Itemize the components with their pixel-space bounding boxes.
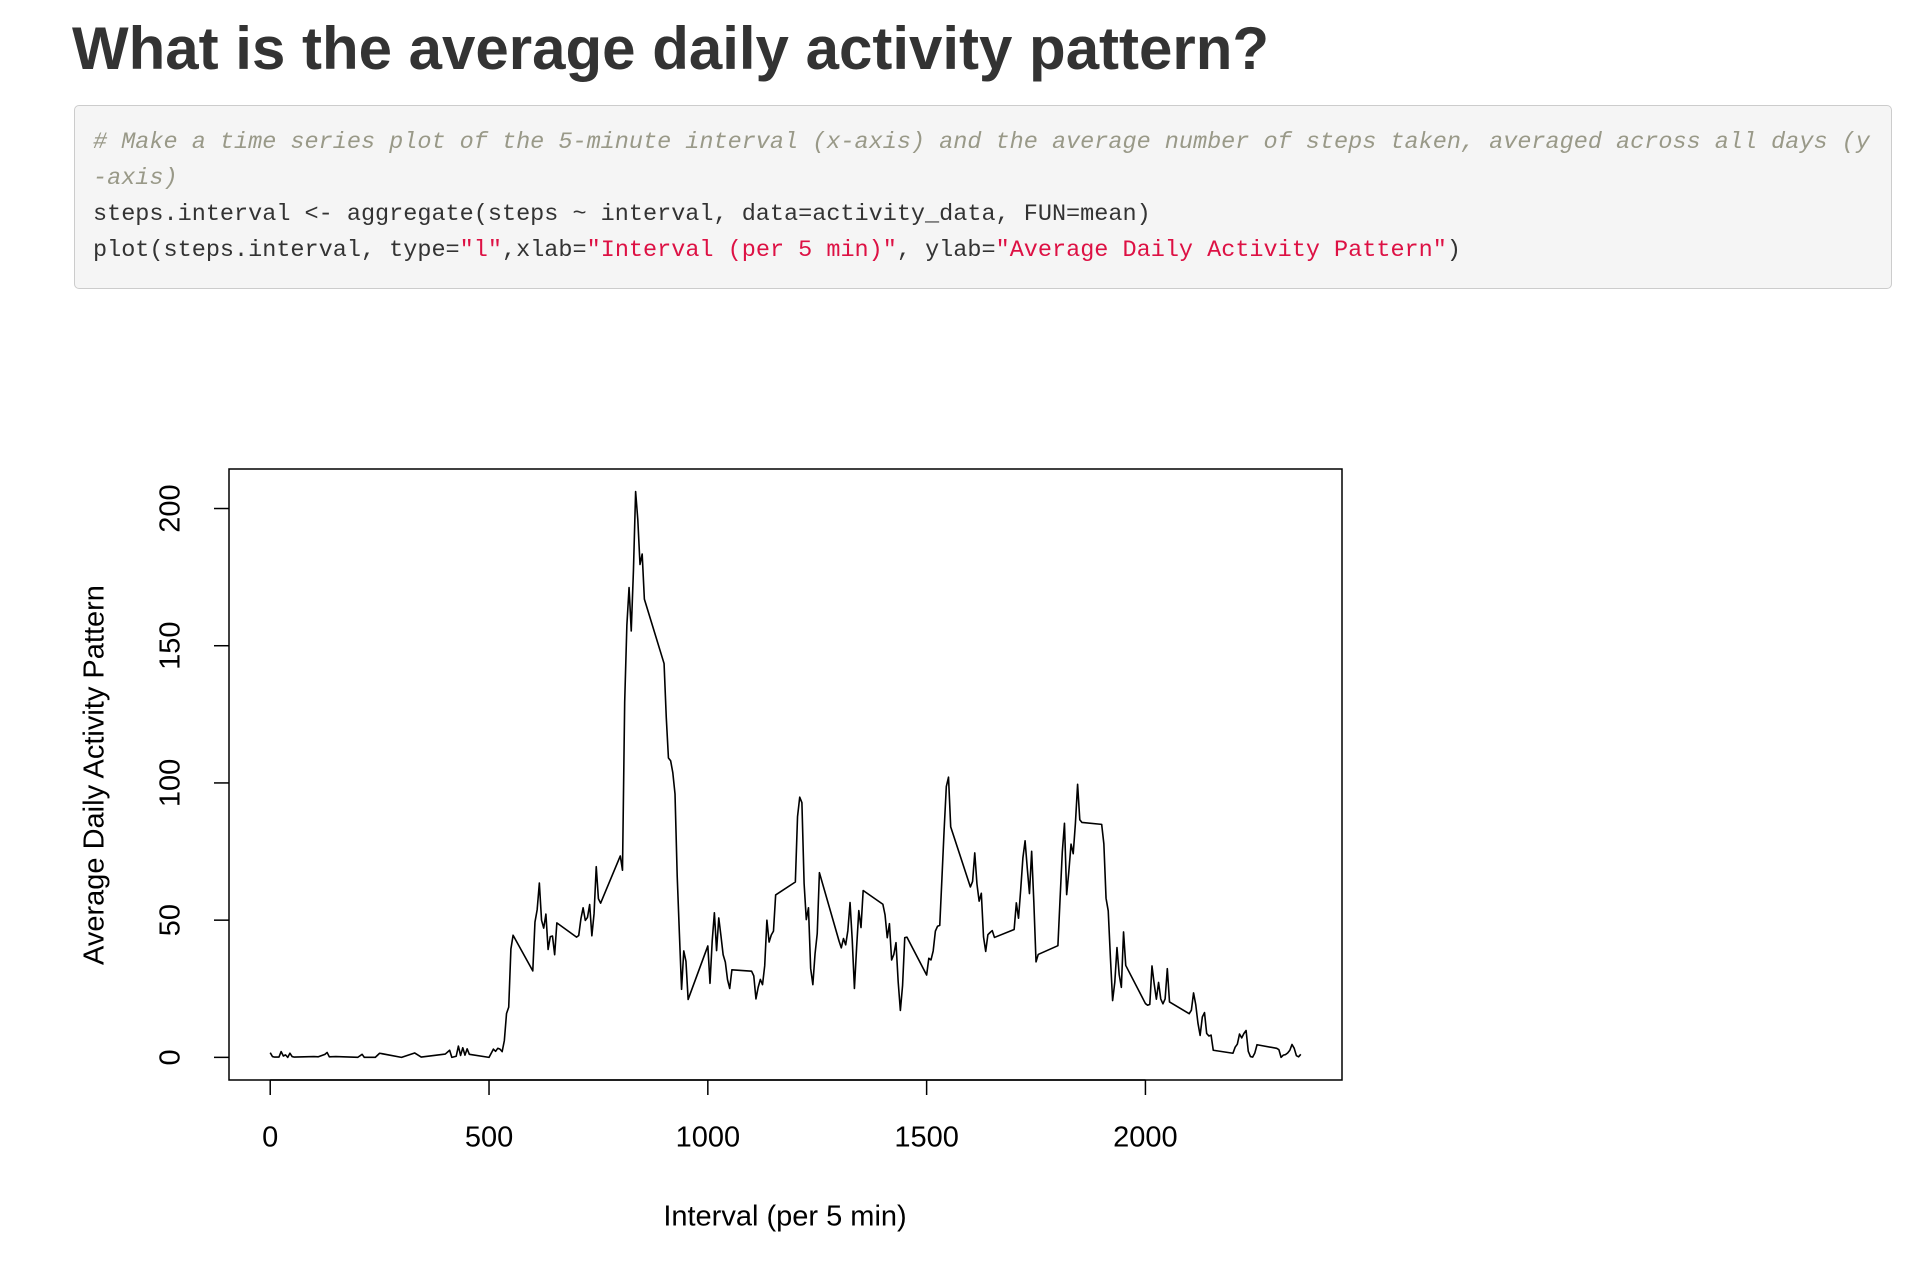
y-tick-label: 200 xyxy=(155,484,187,532)
code-text: ,xlab= xyxy=(501,237,587,264)
code-block: # Make a time series plot of the 5-minut… xyxy=(74,105,1892,289)
x-tick-label: 500 xyxy=(465,1122,513,1154)
code-text: plot(steps.interval, type= xyxy=(93,237,460,264)
y-tick-label: 50 xyxy=(155,904,187,936)
x-tick-label: 0 xyxy=(262,1122,278,1154)
x-tick-label: 1500 xyxy=(894,1122,959,1154)
code-comment: # Make a time series plot of the 5-minut… xyxy=(93,129,1870,192)
heading: What is the average daily activity patte… xyxy=(72,15,1270,82)
code-line: plot(steps.interval, type="l",xlab="Inte… xyxy=(93,233,1873,269)
x-tick-label: 2000 xyxy=(1113,1122,1178,1154)
y-tick-label: 150 xyxy=(155,622,187,670)
code-line: steps.interval <- aggregate(steps ~ inte… xyxy=(93,201,1151,228)
x-tick-label: 1000 xyxy=(676,1122,741,1154)
plot-box xyxy=(228,468,1343,1081)
code-string: "l" xyxy=(459,237,502,264)
y-tick-label: 100 xyxy=(155,759,187,807)
code-string: "Interval (per 5 min)" xyxy=(586,237,897,264)
code-text: ) xyxy=(1446,237,1461,264)
data-line xyxy=(269,490,1302,1059)
y-tick-label: 0 xyxy=(155,1049,187,1065)
x-axis-label: Interval (per 5 min) xyxy=(663,1201,906,1233)
code-text: , ylab= xyxy=(896,237,996,264)
y-axis-label: Average Daily Activity Pattern xyxy=(79,585,111,965)
code-string: "Average Daily Activity Pattern" xyxy=(995,237,1447,264)
